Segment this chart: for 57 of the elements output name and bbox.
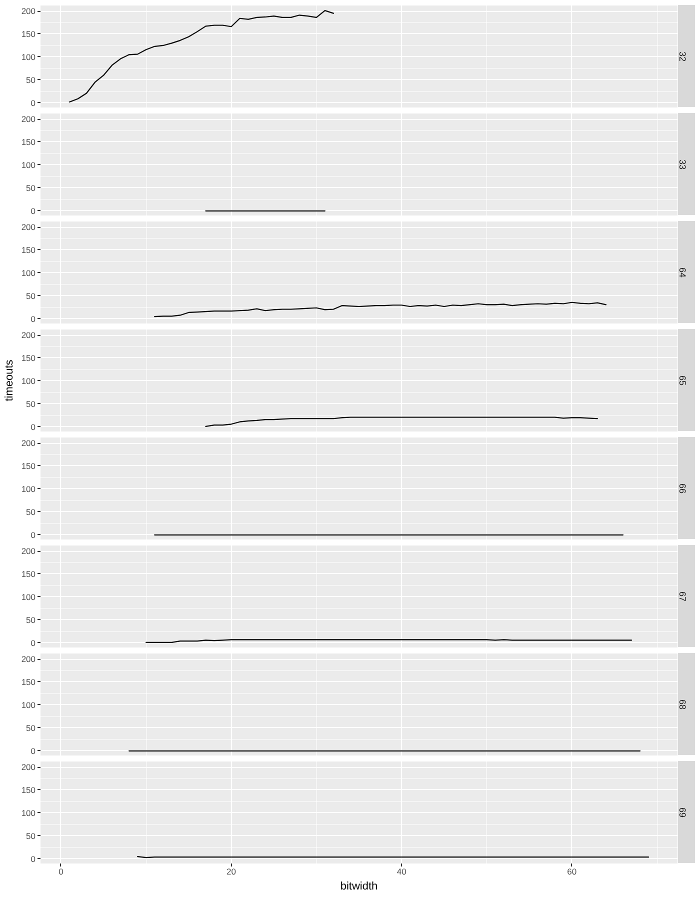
text: 67 (678, 591, 688, 602)
y-tick-label: 200 (21, 438, 36, 448)
line-series (154, 302, 607, 318)
y-tick-label: 50 (26, 614, 36, 625)
x-tick-label: 20 (226, 866, 236, 876)
y-tick-label: 0 (30, 854, 36, 864)
y-tick-label: 50 (26, 74, 36, 85)
y-axis-title: timeouts (3, 359, 16, 402)
y-tick-label: 50 (26, 290, 36, 301)
text: 65 (678, 375, 688, 386)
line-series (205, 416, 598, 427)
x-tick-label: 0 (58, 866, 64, 876)
y-tick-label: 150 (21, 784, 36, 795)
y-tick-label: 200 (21, 114, 36, 124)
x-tick-label: 60 (567, 866, 577, 876)
line-series (68, 10, 334, 103)
text: 32 (678, 51, 688, 62)
text: 66 (678, 483, 688, 494)
x-tick-label: 40 (396, 866, 407, 876)
y-tick-label: 150 (21, 352, 36, 363)
y-tick-label: 0 (30, 638, 36, 648)
y-tick-label: 50 (26, 398, 36, 409)
text: 64 (678, 267, 688, 278)
text: 68 (678, 699, 688, 710)
y-tick-label: 200 (21, 546, 36, 556)
y-tick-label: 100 (21, 376, 36, 386)
y-tick-label: 100 (21, 268, 36, 278)
y-tick-label: 150 (21, 568, 36, 579)
y-tick-label: 150 (21, 244, 36, 255)
y-tick-label: 200 (21, 330, 36, 340)
y-tick-label: 0 (30, 314, 36, 324)
y-tick-label: 100 (21, 484, 36, 494)
y-tick-label: 150 (21, 676, 36, 687)
y-tick-label: 50 (26, 182, 36, 193)
y-tick-label: 200 (21, 654, 36, 664)
y-tick-label: 0 (30, 530, 36, 540)
y-tick-label: 150 (21, 136, 36, 147)
y-tick-label: 100 (21, 52, 36, 62)
y-tick-label: 0 (30, 98, 36, 108)
text: 69 (678, 807, 688, 818)
y-tick-label: 50 (26, 722, 36, 733)
x-axis-title: bitwidth (340, 880, 378, 892)
y-tick-label: 0 (30, 746, 36, 756)
y-tick-label: 200 (21, 762, 36, 772)
y-tick-label: 200 (21, 6, 36, 16)
y-tick-label: 50 (26, 506, 36, 517)
y-tick-label: 200 (21, 222, 36, 232)
y-tick-label: 100 (21, 160, 36, 170)
text: 33 (678, 159, 688, 170)
y-tick-label: 150 (21, 460, 36, 471)
y-tick-label: 100 (21, 592, 36, 602)
y-tick-label: 50 (26, 830, 36, 841)
y-tick-label: 0 (30, 206, 36, 216)
y-tick-label: 0 (30, 422, 36, 432)
y-tick-label: 150 (21, 28, 36, 39)
y-tick-label: 100 (21, 700, 36, 710)
y-tick-label: 100 (21, 808, 36, 818)
